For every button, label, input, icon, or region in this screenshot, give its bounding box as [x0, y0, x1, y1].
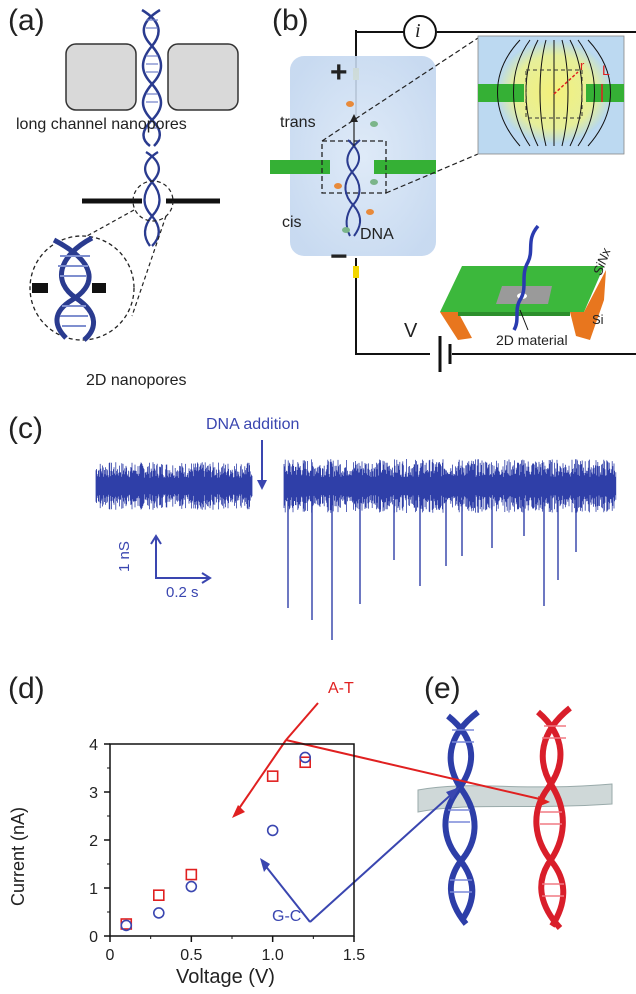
point-gc — [299, 751, 312, 764]
point-at — [266, 770, 279, 782]
electrode-bottom — [353, 266, 359, 278]
trans-label: trans — [280, 114, 316, 131]
ammeter-symbol: i — [415, 20, 421, 42]
ion-green-2 — [370, 179, 378, 185]
x-tick-label: 0 — [106, 947, 115, 964]
cis-label: cis — [282, 214, 302, 231]
field-inset — [477, 35, 625, 155]
plot-frame — [109, 743, 355, 937]
panel-label-e: (e) — [424, 672, 461, 705]
trace-noise-band — [95, 462, 253, 510]
panel-label-b: (b) — [272, 4, 309, 37]
point-at — [299, 756, 312, 769]
point-gc — [185, 880, 198, 893]
y-tick-label: 4 — [89, 737, 98, 754]
chip-side-orange-right — [570, 270, 606, 340]
membrane-right — [374, 160, 436, 174]
panel-label-a: (a) — [8, 4, 45, 37]
membrane-lipid-band — [417, 783, 613, 813]
dna-helix-2d-small — [143, 151, 161, 247]
minus-sign: − — [330, 240, 348, 273]
y-tick-label: 1 — [89, 881, 98, 898]
chip-side-orange-left — [440, 312, 472, 340]
legend-at-label: A-T — [328, 680, 354, 697]
trace-noise-band — [283, 459, 617, 513]
x-tick-label: 1.0 — [262, 947, 284, 964]
long-channel-caption: long channel nanopores — [16, 116, 187, 133]
dna-helix-b — [344, 139, 361, 237]
inset-L-label: L — [602, 62, 610, 78]
zoom-circle-large — [29, 235, 135, 341]
voltage-label: V — [404, 320, 418, 342]
ion-orange-1 — [346, 101, 354, 107]
ion-orange-2 — [334, 183, 342, 189]
circuit-wire-bottom — [355, 280, 430, 355]
dna-addition-label: DNA addition — [206, 416, 300, 433]
zoom-circle-small — [132, 180, 174, 222]
panel-label-c: (c) — [8, 412, 43, 445]
inset-radius-line — [553, 71, 579, 95]
y-tick-label: 2 — [89, 833, 98, 850]
long-channel-block-right — [167, 43, 239, 111]
dna-helix-chip — [512, 224, 540, 331]
y-tick-label: 3 — [89, 785, 98, 802]
point-at — [185, 868, 198, 881]
x-tick-label: 1.5 — [343, 947, 365, 964]
si-label: Si — [592, 312, 604, 327]
x-tick-label: 0.5 — [180, 947, 202, 964]
long-channel-block-left — [65, 43, 137, 111]
scale-bar — [150, 534, 212, 584]
at-arrows — [237, 702, 545, 811]
chart-ylabel: Current (nA) — [8, 806, 28, 906]
material-label: 2D material — [496, 332, 568, 348]
plus-sign: + — [330, 56, 348, 89]
electrode-top — [353, 68, 359, 80]
inset-membrane-right — [586, 84, 624, 102]
dna-helix-at-3d — [533, 705, 572, 931]
twod-caption: 2D nanopores — [86, 372, 187, 389]
ion-green-3 — [342, 227, 350, 233]
dna-helix-gc-3d — [442, 709, 480, 926]
point-at — [153, 889, 165, 902]
point-gc — [266, 824, 279, 837]
inset-r-label: r — [580, 58, 585, 73]
point-at — [120, 918, 133, 930]
dna-label: DNA — [360, 226, 394, 243]
scale-y-label: 1 nS — [116, 541, 133, 572]
circuit-wire-top — [355, 30, 404, 33]
zoom-box-b — [321, 140, 387, 194]
chip-top — [440, 266, 604, 312]
chart-xlabel: Voltage (V) — [176, 966, 275, 988]
legend-gc-label: G-C — [272, 908, 302, 925]
scale-x-label: 0.2 s — [166, 584, 199, 601]
gc-arrows — [263, 791, 455, 923]
sinx-label: SiNx — [590, 246, 614, 278]
y-tick-label: 0 — [89, 929, 98, 946]
ion-green-1 — [370, 121, 378, 127]
ion-orange-3 — [366, 209, 374, 215]
point-gc — [120, 919, 133, 932]
chip-window — [496, 286, 552, 304]
membrane-left — [270, 160, 330, 174]
dna-helix-zoom — [52, 235, 96, 342]
inset-membrane-left — [478, 84, 524, 102]
panel-label-d: (d) — [8, 672, 45, 705]
point-gc — [153, 907, 165, 919]
